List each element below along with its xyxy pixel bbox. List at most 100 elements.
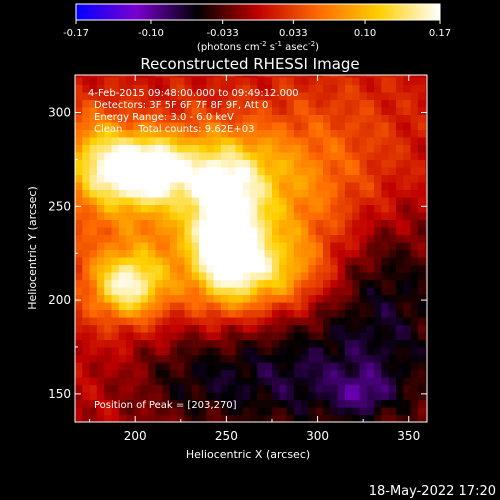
heatmap-cell — [104, 391, 113, 401]
heatmap-cell — [301, 354, 310, 363]
heatmap-cell — [293, 279, 302, 288]
heatmap-cell — [381, 249, 390, 258]
heatmap-cell — [147, 399, 156, 408]
heatmap-cell — [126, 279, 134, 288]
heatmap-cell — [242, 369, 251, 378]
heatmap-cell — [89, 75, 98, 78]
heatmap-cell — [337, 339, 346, 348]
heatmap-cell — [271, 354, 280, 363]
heatmap-cell — [315, 339, 324, 348]
heatmap-cell — [271, 301, 280, 311]
heatmap-cell — [89, 144, 98, 153]
heatmap-cell — [417, 76, 426, 85]
heatmap-cell — [89, 174, 98, 183]
heatmap-cell — [301, 151, 310, 160]
heatmap-cell — [169, 181, 178, 191]
heatmap-cell — [308, 114, 317, 123]
heatmap-cell — [410, 219, 419, 228]
heatmap-cell — [359, 331, 368, 341]
heatmap-cell — [293, 414, 302, 422]
heatmap-cell — [155, 114, 164, 123]
heatmap-cell — [213, 294, 222, 303]
heatmap-cell — [264, 256, 273, 266]
x-tick-label: 200 — [124, 429, 147, 443]
heatmap-cell — [191, 121, 200, 130]
heatmap-cell — [374, 166, 383, 176]
heatmap-cell — [425, 279, 427, 288]
heatmap-cell — [228, 219, 237, 228]
heatmap-cell — [352, 406, 361, 416]
heatmap-cell — [344, 76, 353, 85]
heatmap-cell — [359, 339, 368, 348]
annotations: 4-Feb-2015 09:48:00.000 to 09:49:12.000 … — [88, 88, 299, 411]
heatmap-cell — [257, 136, 266, 145]
heatmap-cell — [147, 316, 156, 326]
heatmap-cell — [111, 84, 120, 93]
heatmap-cell — [417, 339, 426, 348]
heatmap-cell — [308, 174, 317, 183]
heatmap-cell — [410, 75, 419, 78]
heatmap-cell — [264, 301, 273, 311]
heatmap-cell — [184, 196, 193, 206]
heatmap-cell — [271, 279, 280, 288]
heatmap-cell — [417, 219, 426, 228]
heatmap-cell — [199, 211, 207, 221]
heatmap-cell — [118, 414, 127, 422]
heatmap-cell — [177, 354, 186, 363]
heatmap-cell — [403, 106, 412, 115]
heatmap-cell — [118, 189, 127, 198]
heatmap-cell — [395, 121, 404, 130]
heatmap-cell — [75, 144, 83, 153]
heatmap-cell — [323, 406, 331, 416]
heatmap-cell — [199, 309, 207, 318]
heatmap-cell — [213, 151, 222, 160]
heatmap-cell — [395, 384, 404, 393]
heatmap-cell — [410, 76, 419, 85]
heatmap-cell — [330, 129, 339, 138]
heatmap-cell — [425, 144, 427, 153]
heatmap-cell — [184, 339, 193, 348]
heatmap-cell — [191, 399, 200, 408]
heatmap-cell — [395, 211, 404, 221]
heatmap-cell — [315, 384, 324, 393]
heatmap-cell — [169, 75, 178, 78]
heatmap-cell — [89, 114, 98, 123]
heatmap-cell — [206, 211, 215, 221]
heatmap-cell — [133, 129, 142, 138]
heatmap-cell — [315, 376, 324, 386]
heatmap-cell — [425, 121, 427, 130]
heatmap-cell — [162, 301, 171, 311]
heatmap-cell — [162, 91, 171, 100]
heatmap-cell — [279, 241, 288, 251]
heatmap-cell — [403, 331, 412, 341]
heatmap-cell — [140, 256, 149, 266]
heatmap-cell — [403, 121, 412, 130]
heatmap-cell — [250, 399, 258, 408]
heatmap-cell — [388, 339, 397, 348]
heatmap-cell — [323, 286, 331, 296]
heatmap-cell — [75, 339, 83, 348]
heatmap-cell — [388, 144, 397, 153]
heatmap-cell — [301, 75, 310, 78]
heatmap-cell — [199, 384, 207, 393]
heatmap-cell — [199, 159, 207, 168]
heatmap-cell — [293, 294, 302, 303]
heatmap-cell — [323, 234, 331, 243]
heatmap-cell — [264, 144, 273, 153]
heatmap-cell — [155, 211, 164, 221]
heatmap-cell — [301, 76, 310, 85]
heatmap-cell — [279, 76, 288, 85]
heatmap-cell — [395, 144, 404, 153]
heatmap-cell — [235, 264, 244, 273]
heatmap-cell — [323, 189, 331, 198]
heatmap-cell — [213, 354, 222, 363]
heatmap-cell — [330, 376, 339, 386]
heatmap-cell — [96, 249, 105, 258]
heatmap-cell — [75, 219, 83, 228]
heatmap-cell — [184, 361, 193, 371]
heatmap-cell — [410, 129, 419, 138]
heatmap-cell — [177, 144, 186, 153]
heatmap-cell — [213, 226, 222, 236]
heatmap-cell — [155, 316, 164, 326]
heatmap-cell — [410, 136, 419, 145]
